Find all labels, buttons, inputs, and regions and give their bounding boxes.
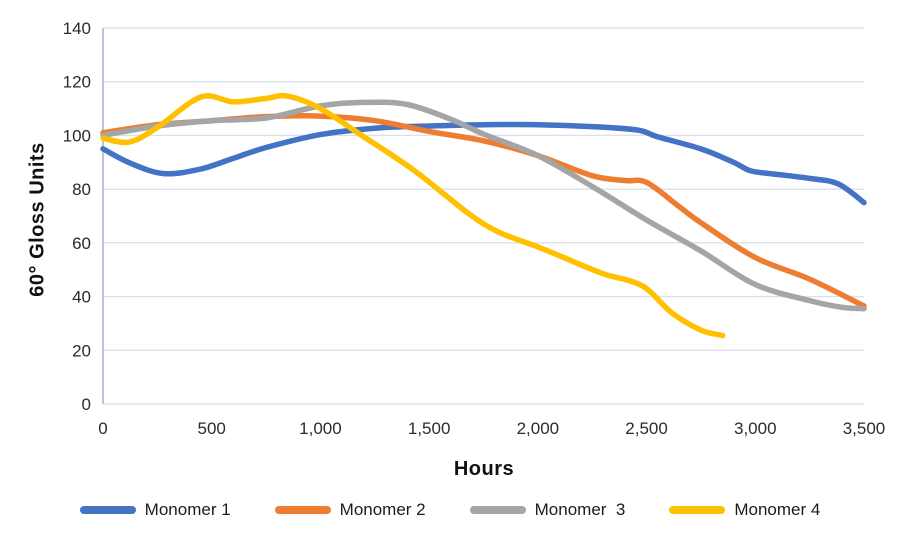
legend-item-monomer-1: Monomer 1 xyxy=(79,500,231,520)
x-tick-label: 2,500 xyxy=(625,419,668,438)
legend-label: Monomer 4 xyxy=(734,500,821,519)
y-axis-title: 60° Gloss Units xyxy=(26,142,49,297)
y-tick-label: 80 xyxy=(72,180,91,199)
legend-swatch-icon xyxy=(669,506,726,514)
y-tick-label: 0 xyxy=(82,395,91,414)
y-tick-label: 40 xyxy=(72,288,91,307)
x-axis-title: Hours xyxy=(453,458,515,480)
y-tick-label: 120 xyxy=(63,73,91,92)
legend-swatch-icon xyxy=(274,506,331,514)
legend-swatch-icon xyxy=(79,506,136,514)
x-tick-label: 1,000 xyxy=(299,419,342,438)
legend-label: Monomer 2 xyxy=(339,500,426,519)
series-line-monomer-2 xyxy=(100,113,867,309)
x-tick-label: 3,000 xyxy=(734,419,777,438)
x-tick-label: 3,500 xyxy=(843,419,886,438)
legend-item-monomer-3: Monomer 3 xyxy=(469,500,626,520)
x-tick-label: 0 xyxy=(98,419,107,438)
gloss-retention-chart: 0 20 40 60 80 100 120 140 0 500 1,000 1,500 2,000 2,5… xyxy=(63,19,886,438)
legend-item-monomer-2: Monomer 2 xyxy=(274,500,426,520)
series-line-monomer-4 xyxy=(100,92,726,339)
legend-swatch-icon xyxy=(469,506,526,514)
y-tick-label: 100 xyxy=(63,126,91,145)
x-tick-label: 500 xyxy=(198,419,226,438)
series-line-monomer-1 xyxy=(100,121,867,206)
y-tick-label: 140 xyxy=(63,19,91,38)
legend-label: Monomer 3 xyxy=(534,500,626,519)
series-line-monomer-3 xyxy=(100,99,867,312)
chart-legend: Monomer 1 Monomer 2 Monomer 3 Monomer 4 xyxy=(0,500,900,520)
y-tick-label: 60 xyxy=(72,234,91,253)
y-tick-label: 20 xyxy=(72,341,91,360)
legend-label: Monomer 1 xyxy=(144,500,231,519)
x-tick-label: 2,000 xyxy=(517,419,560,438)
legend-item-monomer-4: Monomer 4 xyxy=(669,500,820,520)
x-tick-label: 1,500 xyxy=(408,419,451,438)
